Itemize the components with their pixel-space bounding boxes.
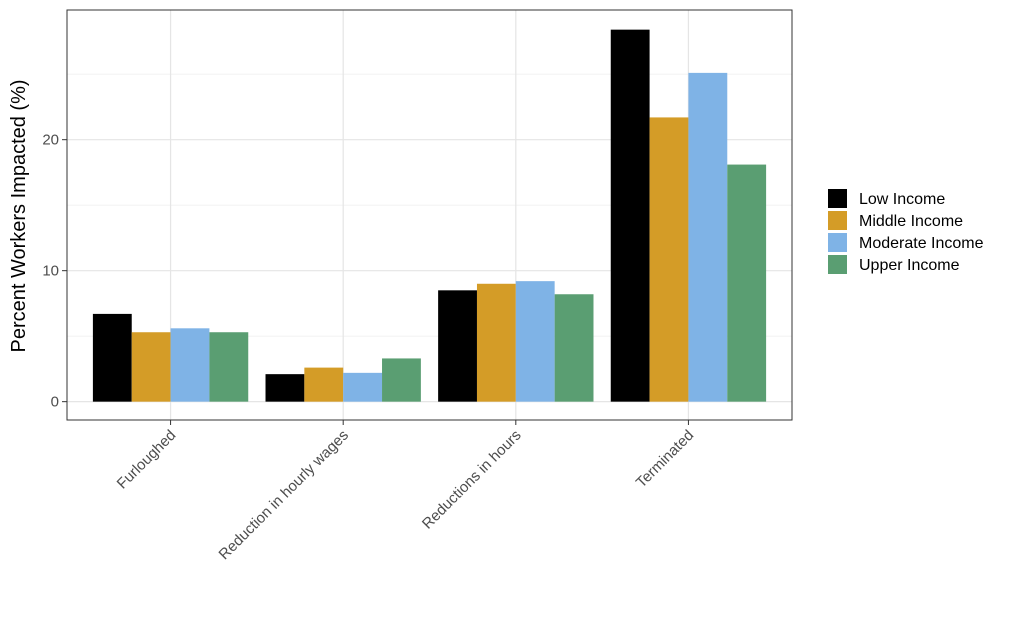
bar-low-income xyxy=(438,290,477,402)
bar-moderate-income xyxy=(343,372,383,402)
legend-key xyxy=(828,233,847,252)
y-tick-label: 10 xyxy=(42,263,59,280)
bar-moderate-income xyxy=(170,328,210,402)
bar-middle-income xyxy=(304,367,344,402)
legend-label: Moderate Income xyxy=(859,235,984,252)
bar-low-income xyxy=(92,313,132,402)
bar-upper-income xyxy=(382,358,421,402)
legend-key xyxy=(828,189,847,208)
legend-label: Upper Income xyxy=(859,257,960,274)
bar-middle-income xyxy=(476,283,516,402)
bars xyxy=(92,29,767,402)
bar-moderate-income xyxy=(688,72,728,402)
y-tick-label: 0 xyxy=(51,394,59,411)
bar-upper-income xyxy=(554,294,594,402)
bar-middle-income xyxy=(131,332,171,402)
legend-key xyxy=(828,211,847,230)
y-axis-title: Percent Workers Impacted (%) xyxy=(8,79,30,352)
bar-upper-income xyxy=(209,332,249,402)
legend: Low Income Middle Income Moderate Income Up… xyxy=(828,189,984,274)
x-tick-label: Reductions in hours xyxy=(419,427,525,533)
x-axis: Furloughed Reduction in hourly wages Reduc… xyxy=(114,420,697,563)
bar-moderate-income xyxy=(515,281,555,402)
y-tick-label: 20 xyxy=(42,132,59,149)
x-tick-label: Reduction in hourly wages xyxy=(216,427,352,563)
bar-middle-income xyxy=(649,117,689,402)
x-tick-label: Terminated xyxy=(633,427,697,491)
bar-upper-income xyxy=(727,164,767,402)
y-axis: 0 10 20 xyxy=(42,132,67,411)
plot-panel-border xyxy=(66,9,793,421)
legend-label: Middle Income xyxy=(859,213,963,230)
bar-low-income xyxy=(610,29,650,402)
bar-low-income xyxy=(265,374,305,402)
legend-label: Low Income xyxy=(859,191,945,208)
x-tick-label: Furloughed xyxy=(114,427,180,493)
legend-key xyxy=(828,255,847,274)
